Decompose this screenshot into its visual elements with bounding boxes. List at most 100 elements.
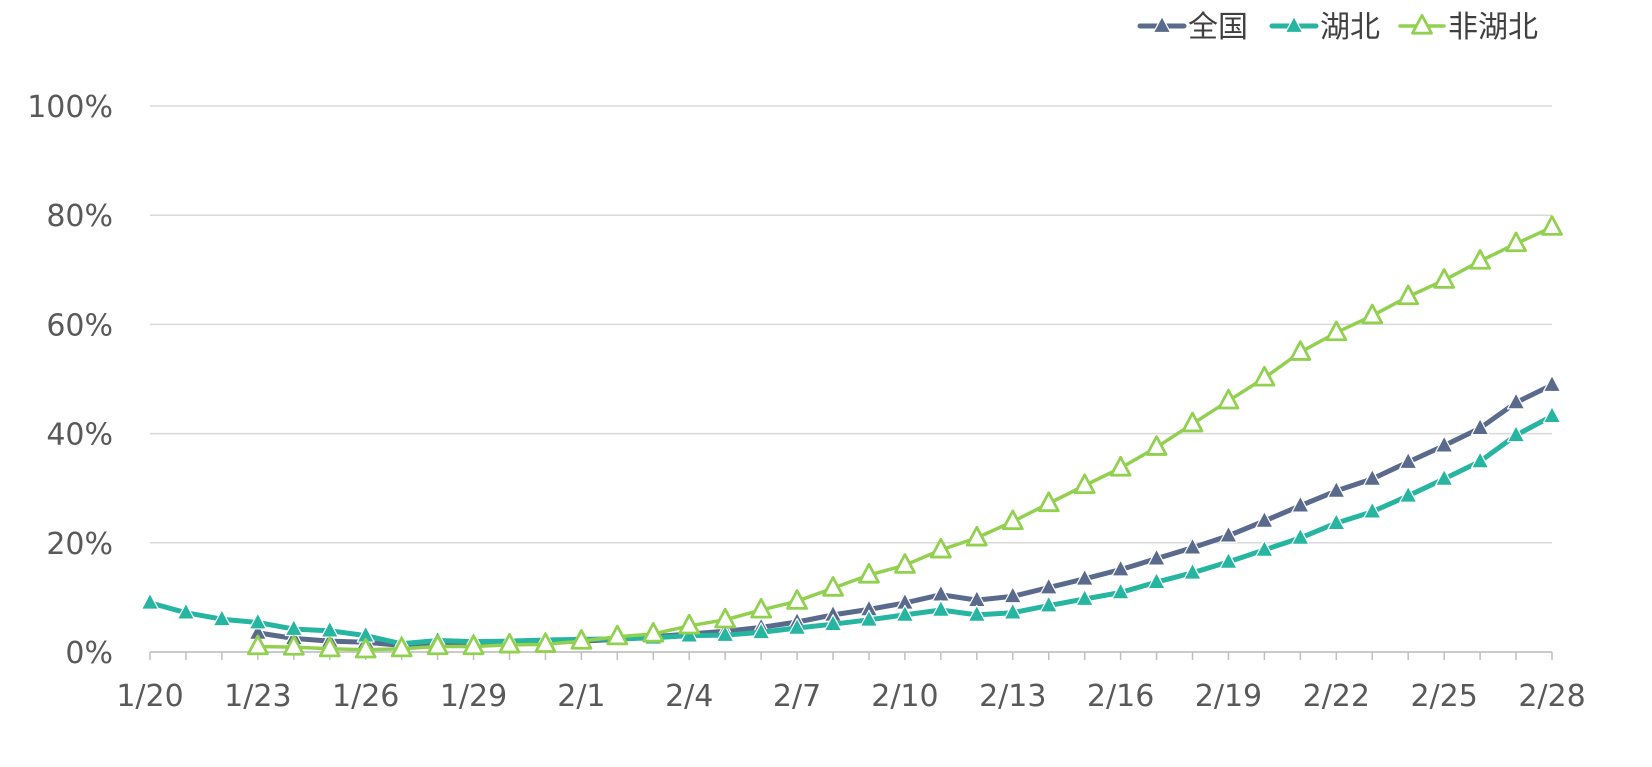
y-tick-label: 100% bbox=[27, 90, 113, 125]
data-point bbox=[282, 635, 305, 656]
data-point bbox=[1039, 577, 1058, 595]
data-point bbox=[752, 622, 771, 640]
x-tick-label: 2/1 bbox=[557, 679, 605, 714]
data-point bbox=[1219, 551, 1238, 569]
data-point bbox=[1327, 480, 1346, 498]
data-point bbox=[1291, 495, 1310, 513]
data-point bbox=[1325, 320, 1348, 342]
data-point bbox=[1217, 388, 1240, 410]
data-point bbox=[1541, 215, 1563, 236]
x-tick-label: 2/19 bbox=[1195, 679, 1262, 714]
series-line bbox=[147, 413, 1555, 647]
x-tick-label: 2/7 bbox=[773, 679, 821, 714]
legend-marker bbox=[1411, 13, 1433, 35]
data-point bbox=[426, 634, 449, 656]
series-2 bbox=[246, 215, 1563, 659]
data-point bbox=[1361, 303, 1384, 325]
legend-label: 全国 bbox=[1188, 10, 1248, 45]
data-point bbox=[1471, 418, 1490, 436]
data-point bbox=[606, 624, 629, 646]
data-point bbox=[140, 592, 160, 610]
data-point bbox=[1001, 509, 1024, 531]
data-point bbox=[929, 537, 952, 559]
data-point bbox=[354, 637, 377, 659]
data-point bbox=[1147, 548, 1166, 566]
data-point bbox=[1073, 473, 1096, 495]
y-tick-label: 80% bbox=[46, 199, 113, 234]
x-tick-label: 2/10 bbox=[871, 679, 938, 714]
legend-marker bbox=[1152, 15, 1172, 34]
data-point bbox=[823, 614, 843, 632]
data-point bbox=[1542, 406, 1562, 424]
data-point bbox=[318, 636, 341, 658]
data-point bbox=[1183, 562, 1202, 580]
data-point bbox=[965, 525, 988, 547]
x-tick-label: 2/16 bbox=[1087, 679, 1154, 714]
x-tick-label: 2/4 bbox=[665, 679, 713, 714]
data-point bbox=[1219, 525, 1238, 543]
x-tick-label: 1/29 bbox=[440, 679, 507, 714]
data-point bbox=[1327, 513, 1346, 531]
data-point bbox=[1039, 595, 1058, 613]
data-point bbox=[1397, 284, 1420, 306]
legend-marker bbox=[1284, 15, 1304, 34]
data-point bbox=[534, 632, 557, 653]
x-tick-label: 2/25 bbox=[1410, 679, 1477, 714]
data-point bbox=[642, 621, 665, 643]
data-point bbox=[1471, 451, 1490, 469]
data-point bbox=[1505, 231, 1527, 253]
y-tick-label: 60% bbox=[46, 308, 113, 343]
data-point bbox=[1542, 374, 1562, 393]
x-tick-label: 2/13 bbox=[979, 679, 1046, 714]
data-point bbox=[1003, 602, 1022, 620]
data-point bbox=[786, 589, 808, 610]
legend-label: 湖北 bbox=[1320, 10, 1380, 45]
data-point bbox=[714, 607, 737, 629]
data-point bbox=[570, 629, 593, 650]
data-point bbox=[1255, 510, 1274, 528]
data-point bbox=[1399, 451, 1418, 470]
data-point bbox=[390, 636, 413, 658]
data-point bbox=[895, 604, 915, 622]
data-point bbox=[716, 624, 735, 643]
legend: 全国 湖北 非湖北 bbox=[1137, 10, 1538, 45]
x-tick-label: 1/23 bbox=[224, 679, 291, 714]
data-point bbox=[212, 609, 231, 627]
series-line bbox=[256, 225, 1554, 652]
data-point bbox=[1111, 559, 1130, 577]
x-tick-label: 1/20 bbox=[116, 679, 183, 714]
data-point bbox=[894, 553, 916, 574]
data-point bbox=[1435, 435, 1454, 453]
data-point bbox=[1183, 537, 1202, 555]
data-point bbox=[1255, 539, 1274, 557]
legend-item: 全国 bbox=[1137, 10, 1248, 45]
axes: 0% 20% 40% 60% 80% 100% 1/20 1/23 1/26 1/29 2/1 2/4… bbox=[27, 90, 1585, 714]
y-tick-label: 0% bbox=[65, 636, 113, 671]
data-point bbox=[750, 597, 773, 619]
data-point bbox=[1289, 340, 1312, 361]
data-point bbox=[1181, 411, 1204, 433]
y-tick-label: 40% bbox=[46, 418, 113, 453]
data-point bbox=[1037, 491, 1060, 513]
data-point bbox=[859, 609, 879, 627]
data-point bbox=[1506, 425, 1526, 443]
data-point bbox=[1075, 568, 1094, 586]
data-point bbox=[176, 602, 196, 620]
data-point bbox=[1109, 455, 1132, 477]
data-point bbox=[1506, 392, 1526, 410]
x-tick-label: 2/22 bbox=[1303, 679, 1370, 714]
legend-label: 非湖北 bbox=[1448, 10, 1538, 45]
x-tick-label: 2/28 bbox=[1518, 679, 1585, 714]
data-point bbox=[967, 604, 986, 622]
data-point bbox=[1399, 485, 1418, 503]
legend-item: 湖北 bbox=[1269, 10, 1380, 45]
series-group bbox=[140, 215, 1563, 659]
data-point bbox=[1435, 468, 1454, 486]
legend-item: 非湖北 bbox=[1398, 10, 1538, 45]
data-point bbox=[1363, 468, 1382, 486]
data-point bbox=[787, 617, 807, 636]
data-point bbox=[246, 634, 269, 656]
grid-lines bbox=[150, 105, 1552, 653]
